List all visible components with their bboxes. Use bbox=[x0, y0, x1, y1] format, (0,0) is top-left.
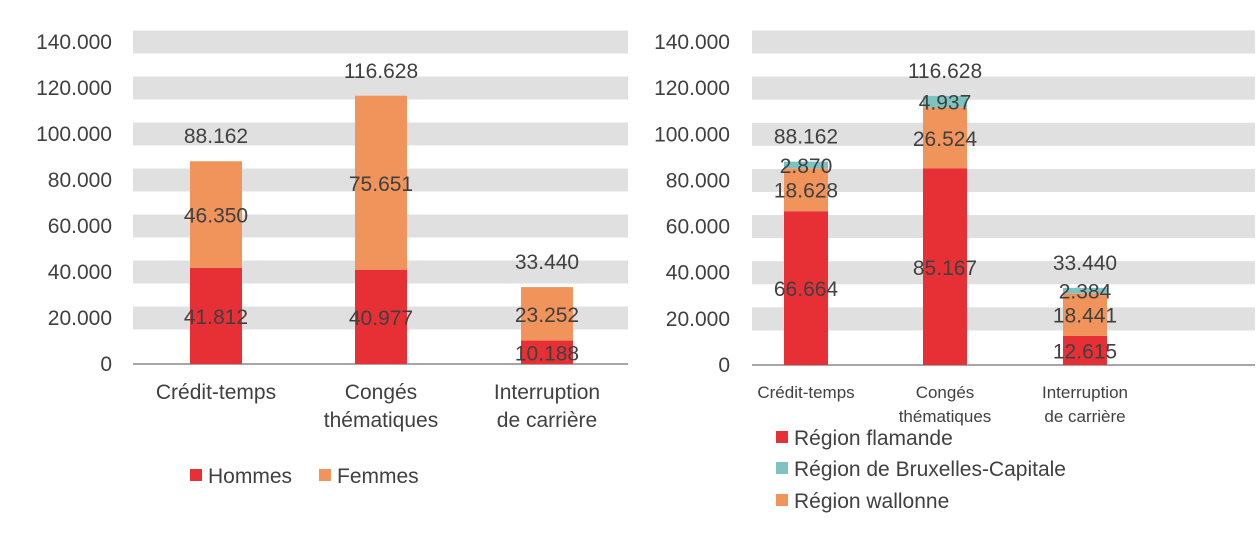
y-tick-label: 120.000 bbox=[654, 77, 730, 100]
total-label: 88.162 bbox=[774, 126, 838, 149]
bar-segment bbox=[1063, 293, 1107, 336]
category-label: thématiques bbox=[899, 407, 992, 426]
grid-band bbox=[752, 76, 1255, 100]
data-label: 66.664 bbox=[774, 278, 839, 301]
legend-label: Région flamande bbox=[794, 427, 953, 450]
y-tick-label: 20.000 bbox=[666, 308, 730, 331]
bar-segment bbox=[521, 287, 573, 341]
y-tick-label: 20.000 bbox=[48, 307, 112, 330]
legend-swatch bbox=[776, 431, 788, 443]
y-tick-label: 80.000 bbox=[48, 169, 112, 192]
grid-band bbox=[752, 215, 1255, 239]
y-tick-label: 100.000 bbox=[36, 123, 112, 146]
y-tick-label: 40.000 bbox=[48, 261, 112, 284]
y-tick-label: 80.000 bbox=[666, 169, 730, 192]
data-label: 41.812 bbox=[184, 306, 248, 329]
bar-segment bbox=[923, 95, 967, 108]
data-label: 85.167 bbox=[913, 257, 977, 280]
bar-segment bbox=[1063, 335, 1107, 365]
category-label: de carrière bbox=[1044, 407, 1125, 426]
data-label: 46.350 bbox=[184, 205, 248, 228]
data-label: 2.870 bbox=[780, 155, 833, 178]
total-label: 33.440 bbox=[515, 251, 579, 274]
data-label: 12.615 bbox=[1053, 340, 1117, 363]
y-tick-label: 0 bbox=[718, 354, 730, 377]
y-tick-label: 60.000 bbox=[666, 216, 730, 239]
category-label: Interruption bbox=[494, 381, 600, 404]
bar-segment bbox=[521, 340, 573, 364]
category-label: Congés bbox=[345, 381, 417, 404]
y-tick-label: 0 bbox=[100, 353, 112, 376]
grid-band bbox=[752, 168, 1255, 192]
data-label: 26.524 bbox=[913, 128, 978, 151]
category-label: Crédit-temps bbox=[156, 381, 276, 404]
bar-segment bbox=[355, 95, 407, 270]
category-label: Interruption bbox=[1042, 383, 1128, 402]
grid-band bbox=[752, 307, 1255, 331]
y-tick-label: 140.000 bbox=[654, 31, 730, 54]
legend-swatch bbox=[776, 494, 788, 506]
grid-band bbox=[133, 76, 628, 100]
bar-segment bbox=[923, 107, 967, 169]
data-label: 10.188 bbox=[515, 342, 579, 365]
legend-swatch bbox=[319, 469, 331, 481]
bar-segment bbox=[190, 267, 242, 364]
data-label: 75.651 bbox=[349, 173, 413, 196]
data-label: 23.252 bbox=[515, 304, 579, 327]
total-label: 116.628 bbox=[344, 60, 418, 83]
bar-segment bbox=[190, 161, 242, 268]
bar-segment bbox=[784, 161, 828, 169]
category-label: Crédit-temps bbox=[757, 383, 854, 402]
legend-label: Femmes bbox=[337, 465, 419, 488]
data-label: 4.937 bbox=[919, 92, 972, 115]
total-label: 116.628 bbox=[908, 60, 982, 83]
grid-band bbox=[133, 30, 628, 54]
legend-label: Hommes bbox=[208, 465, 292, 488]
grid-band bbox=[752, 261, 1255, 285]
grid-band bbox=[752, 122, 1255, 146]
grid-band bbox=[752, 30, 1255, 54]
bar-segment bbox=[784, 168, 828, 212]
data-label: 2.384 bbox=[1059, 281, 1112, 304]
legend-swatch bbox=[190, 469, 202, 481]
legend-label: Région wallonne bbox=[794, 490, 949, 513]
total-label: 33.440 bbox=[1053, 252, 1117, 275]
legend-label: Région de Bruxelles-Capitale bbox=[794, 458, 1066, 481]
y-tick-label: 100.000 bbox=[654, 123, 730, 146]
y-tick-label: 40.000 bbox=[666, 262, 730, 285]
bar-segment bbox=[784, 211, 828, 365]
y-tick-label: 140.000 bbox=[36, 31, 112, 54]
legend-swatch bbox=[776, 462, 788, 474]
data-label: 18.628 bbox=[774, 180, 838, 203]
y-tick-label: 120.000 bbox=[36, 77, 112, 100]
y-tick-label: 60.000 bbox=[48, 215, 112, 238]
total-label: 88.162 bbox=[184, 125, 248, 148]
bar-segment bbox=[1063, 287, 1107, 294]
bar-segment bbox=[923, 168, 967, 365]
category-label: Congés bbox=[916, 383, 975, 402]
category-label: de carrière bbox=[497, 409, 597, 432]
data-label: 18.441 bbox=[1053, 305, 1117, 328]
bar-segment bbox=[355, 269, 407, 364]
data-label: 40.977 bbox=[349, 307, 413, 330]
category-label: thématiques bbox=[324, 409, 438, 432]
